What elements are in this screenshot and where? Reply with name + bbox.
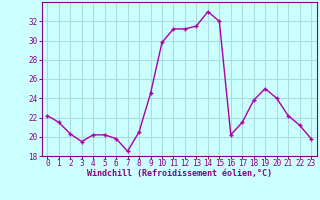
X-axis label: Windchill (Refroidissement éolien,°C): Windchill (Refroidissement éolien,°C) — [87, 169, 272, 178]
